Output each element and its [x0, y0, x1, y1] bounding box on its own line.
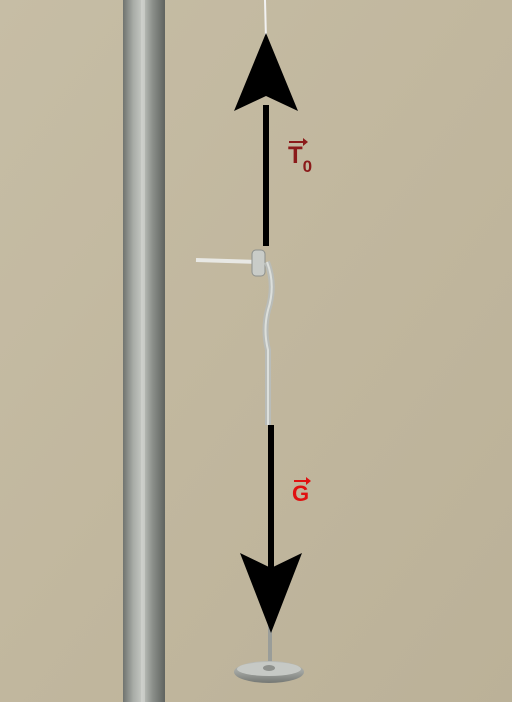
stand-rod: [123, 0, 165, 702]
tension-label-main: T: [288, 142, 303, 169]
weight-disk: [234, 661, 304, 683]
tension-label: T0: [288, 138, 312, 175]
string-top: [264, 0, 267, 41]
spring-hook: [195, 249, 275, 425]
weight-label-text: G: [292, 481, 310, 506]
tension-label-subscript: 0: [302, 157, 313, 176]
tension-vector-symbol: [289, 138, 308, 146]
weight-label: G: [292, 477, 311, 506]
weight-vector-arrow: [240, 425, 302, 633]
weight-vector-symbol: [294, 477, 311, 485]
tension-vector-arrow: [234, 33, 298, 246]
